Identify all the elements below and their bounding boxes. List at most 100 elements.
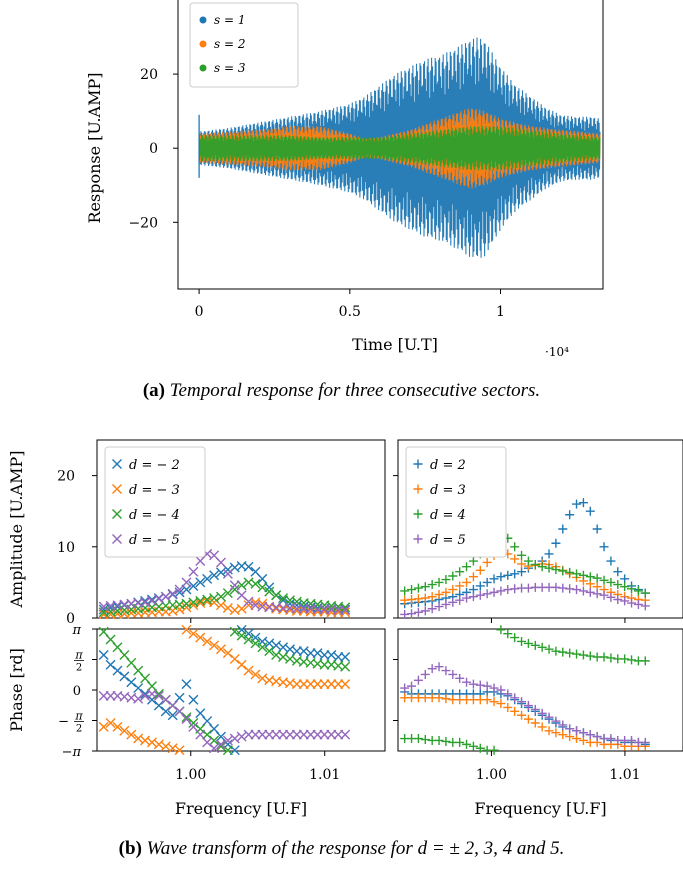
data-point [510,584,520,594]
chart-a-legend: s = 1 s = 2 s = 3 [189,2,299,88]
data-point [340,607,351,618]
data-point [544,549,554,559]
data-point [188,580,199,591]
data-point [215,741,226,752]
data-point [620,582,630,592]
data-point [222,648,233,659]
data-point [578,650,588,660]
legend-label: d = − 4 [129,508,180,523]
data-point [340,729,351,740]
data-point [468,556,478,566]
data-point [229,584,240,595]
legend-label: d = − 5 [129,533,180,548]
data-point [146,688,157,699]
data-point [278,593,289,604]
data-point [455,581,465,591]
chart-a-legend-marker [199,16,207,24]
data-point [434,590,444,600]
data-point [188,566,199,577]
data-point [209,735,220,746]
data-point [517,710,527,720]
data-point [174,604,185,615]
legend: d = − 2 d = − 3 d = − 4 d = − 5 [104,446,206,558]
data-point [455,567,465,577]
data-point [468,592,478,602]
data-point [105,659,116,670]
data-point [558,730,568,740]
data-point [585,587,595,597]
caption-a-text: Temporal response for three consecutive … [169,380,541,401]
legend-box [405,446,507,558]
data-point [441,575,451,585]
data-point [578,735,588,745]
xlabel: Frequency [U.F] [175,799,307,818]
data-point [98,721,109,732]
data-point [640,656,650,666]
data-point [202,737,213,748]
data-point [613,567,623,577]
data-point [620,596,630,606]
data-point [537,562,547,572]
data-point [229,626,240,637]
data-point [489,574,499,584]
chart-a-ylabel: Response [U.AMP] [85,73,104,224]
ytick-label-num: π [74,709,83,722]
legend-label: d = 3 [430,483,466,498]
data-point [140,735,151,746]
data-point [243,665,254,676]
data-point [441,599,451,609]
data-point [195,577,206,588]
data-point [340,602,351,613]
data-point [340,679,351,690]
data-point [578,570,588,580]
data-point [181,602,192,613]
caption-b: (b) Wave transform of the response for d… [0,838,683,860]
data-point [420,582,430,592]
data-point [215,739,226,750]
data-point [482,589,492,599]
series-1 [400,687,650,749]
chart-a-legend-box [189,2,299,88]
chart-a-xtick-label: 0 [195,304,204,320]
data-point [640,601,650,611]
series-4 [400,582,650,619]
data-point [517,567,527,577]
legend-marker [413,484,423,494]
data-point [215,557,226,568]
ytick-label-num: π [74,649,83,662]
data-point [298,646,309,657]
data-point [133,693,144,704]
data-point [257,673,268,684]
data-point [441,587,451,597]
data-point [407,609,417,619]
data-point [160,591,171,602]
data-point [572,726,582,736]
data-point [468,679,478,689]
data-point [222,745,233,756]
data-point [572,734,582,744]
data-point [340,651,351,662]
data-point [475,581,485,591]
data-point [229,733,240,744]
data-point [503,689,513,699]
xtick-label: 1.00 [175,767,206,783]
data-point [558,583,568,593]
data-point [620,654,630,664]
data-point [271,590,282,601]
chart-a-xtick-label: 1 [496,304,505,320]
data-point [174,745,185,756]
data-point [420,669,430,679]
data-point [496,572,506,582]
data-point [551,565,561,575]
data-point [606,556,616,566]
legend-marker [413,509,423,519]
chart-a-ytick-label: −20 [128,215,158,231]
legend: d = 2 d = 3 d = 4 d = 5 [405,446,507,558]
data-point [167,588,178,599]
data-point [448,571,458,581]
data-point [167,700,178,711]
data-point [222,603,233,614]
data-point [640,737,650,747]
chart-a-ytick-label: 0 [149,141,158,157]
